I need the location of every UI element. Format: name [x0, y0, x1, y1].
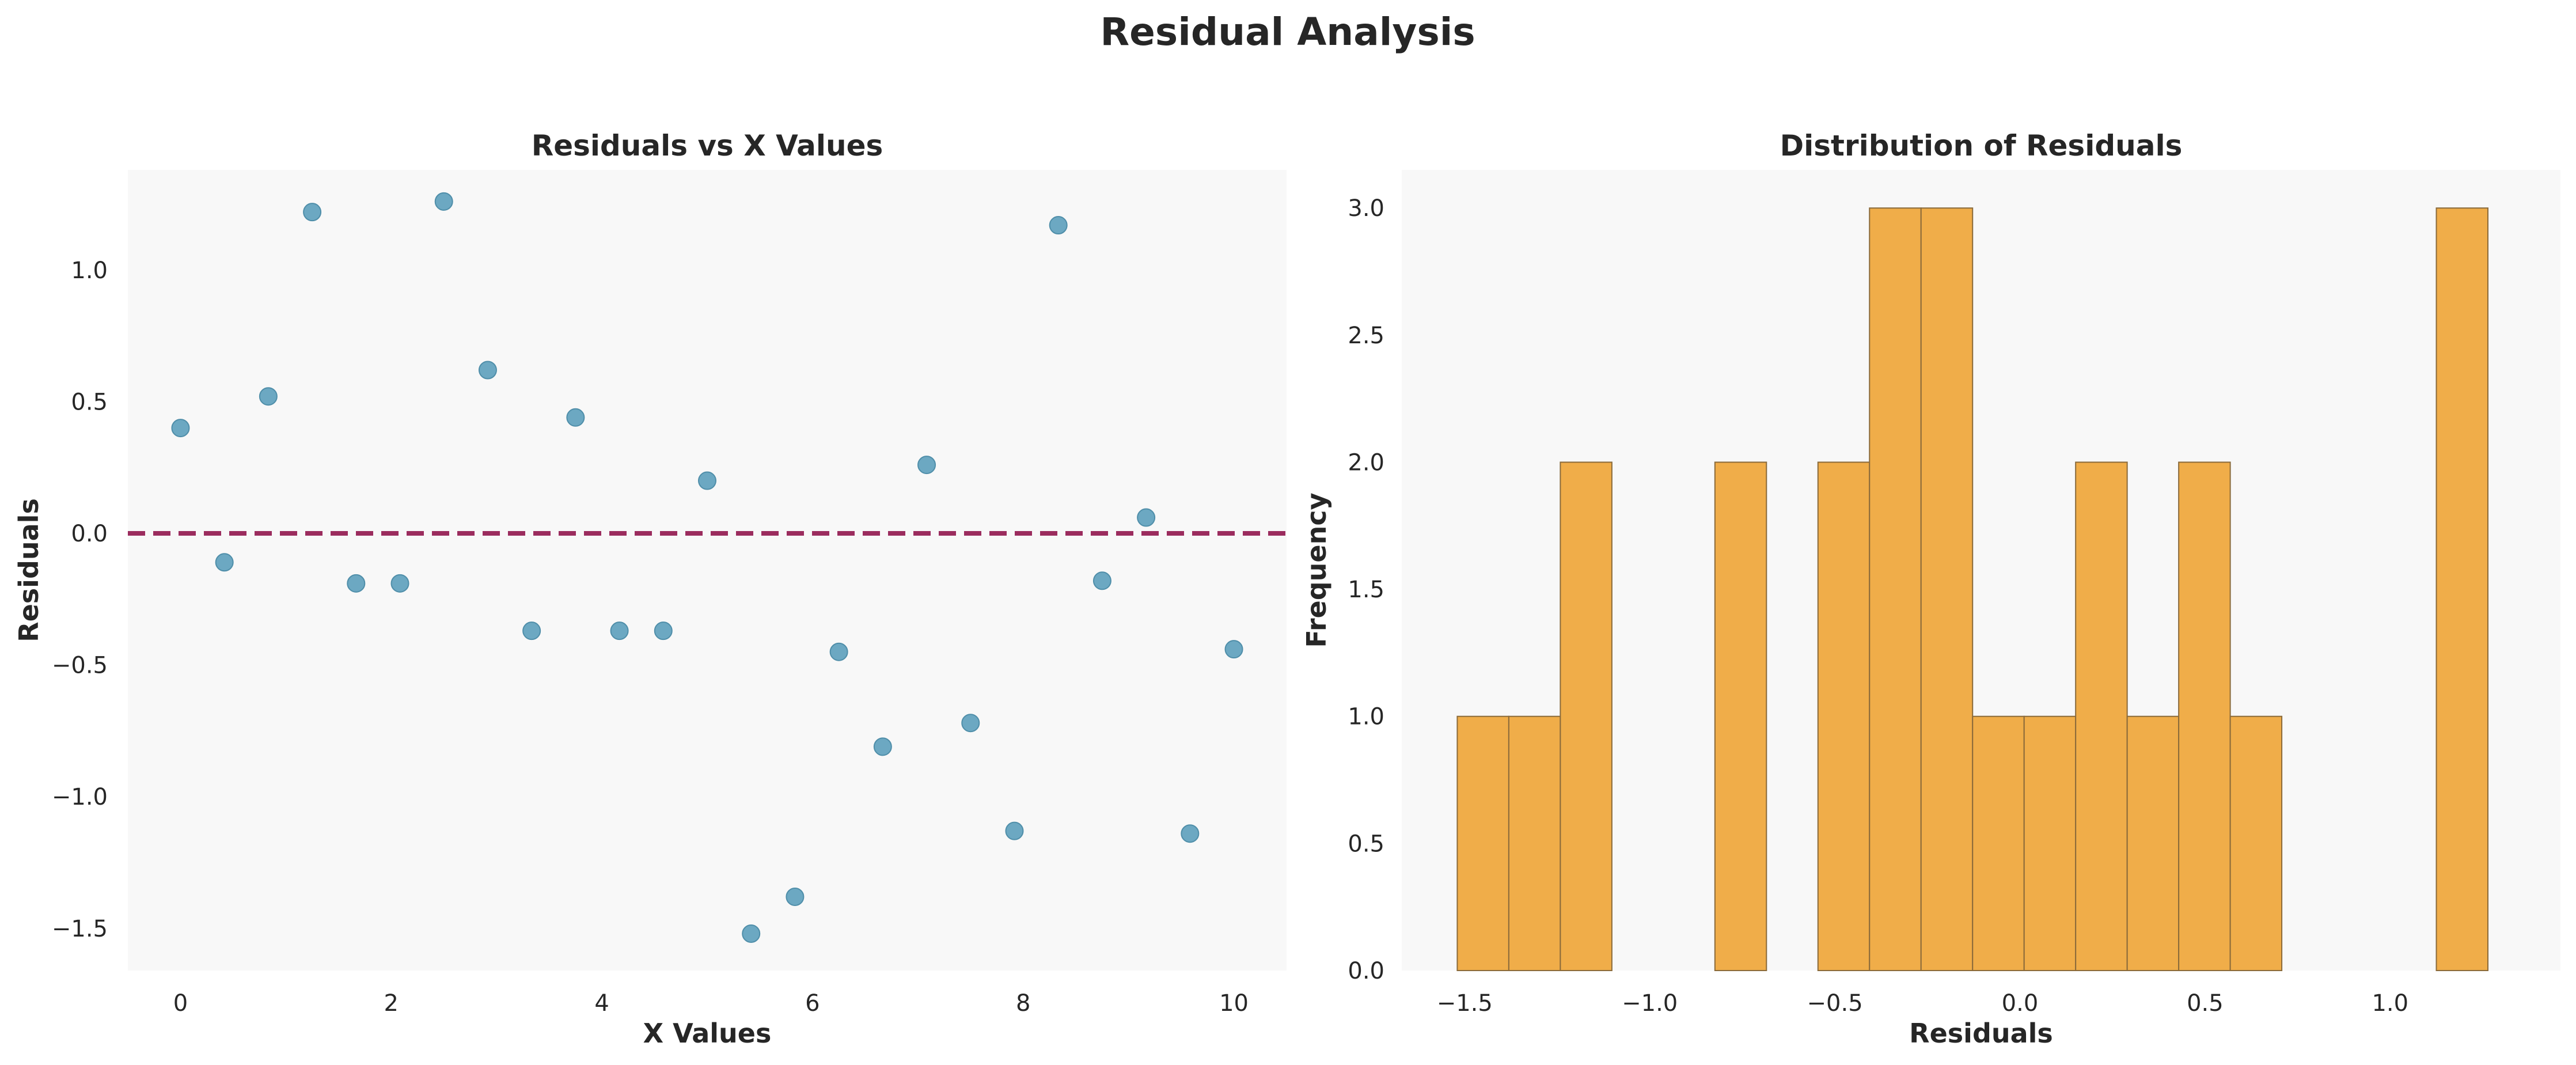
scatter-point — [522, 621, 541, 640]
scatter-point — [390, 574, 409, 593]
histogram-x-ticks: −1.5 −1.0 −0.5 0.0 0.5 1.0 — [1437, 990, 2408, 1017]
scatter-point — [434, 192, 453, 211]
scatter-plot-area — [128, 170, 1287, 971]
scatter-point — [1092, 571, 1111, 590]
histogram-x-axis-label: Residuals — [1909, 1018, 2053, 1049]
histogram-y-tick-label: 0.5 — [1348, 831, 1384, 857]
scatter-x-tick-label: 4 — [594, 990, 609, 1017]
scatter-point — [786, 887, 805, 906]
scatter-point — [566, 408, 585, 427]
residuals-histogram-panel: Distribution of Residuals Residuals Freq… — [1301, 129, 2560, 1049]
scatter-point — [1005, 821, 1024, 840]
histogram-bar — [1456, 715, 1509, 971]
scatter-point — [1224, 640, 1243, 659]
histogram-y-tick-label: 2.0 — [1348, 449, 1384, 476]
scatter-x-tick-label: 8 — [1016, 990, 1030, 1017]
histogram-y-tick-label: 1.0 — [1348, 704, 1384, 730]
scatter-point — [259, 387, 278, 406]
histogram-bar — [2126, 715, 2180, 971]
scatter-point — [1137, 508, 1156, 527]
histogram-bar — [1817, 461, 1871, 971]
histogram-bar — [2178, 461, 2231, 971]
scatter-point — [215, 553, 234, 572]
scatter-point — [478, 361, 497, 380]
scatter-y-tick-label: 0.5 — [71, 389, 108, 415]
histogram-y-tick-label: 1.5 — [1348, 577, 1384, 603]
histogram-bars — [1456, 207, 2489, 972]
histogram-y-tick-label: 2.5 — [1348, 323, 1384, 349]
histogram-x-tick-label: 0.5 — [2187, 990, 2224, 1017]
scatter-point — [961, 714, 980, 733]
scatter-y-tick-label: −0.5 — [52, 653, 108, 679]
scatter-x-ticks: 0 2 4 6 8 10 — [173, 990, 1249, 1017]
scatter-x-tick-label: 10 — [1219, 990, 1249, 1017]
residuals-scatter-panel: Residuals vs X Values X Values Residuals… — [13, 129, 1287, 1049]
scatter-y-tick-label: −1.0 — [52, 784, 108, 810]
histogram-bar — [2435, 207, 2489, 972]
histogram-bar — [1560, 461, 1613, 971]
scatter-point — [171, 419, 190, 438]
scatter-x-tick-label: 2 — [384, 990, 399, 1017]
scatter-point — [873, 737, 892, 756]
scatter-point — [1049, 216, 1068, 235]
histogram-bar — [1508, 715, 1561, 971]
histogram-x-tick-label: 1.0 — [2372, 990, 2408, 1017]
scatter-point — [347, 574, 366, 593]
scatter-point — [654, 621, 673, 640]
scatter-x-axis-label: X Values — [643, 1018, 772, 1049]
histogram-y-ticks: 0.0 0.5 1.0 1.5 2.0 2.5 3.0 — [1348, 195, 1384, 984]
histogram-x-tick-label: −1.5 — [1437, 990, 1493, 1017]
scatter-point — [1181, 824, 1200, 843]
scatter-point — [917, 456, 936, 475]
scatter-y-tick-label: 1.0 — [71, 257, 108, 284]
histogram-bar — [1869, 207, 1922, 972]
histogram-x-tick-label: 0.0 — [2002, 990, 2039, 1017]
histogram-title: Distribution of Residuals — [1780, 129, 2183, 162]
histogram-x-tick-label: −0.5 — [1807, 990, 1863, 1017]
scatter-point — [829, 642, 848, 661]
histogram-y-tick-label: 3.0 — [1348, 195, 1384, 222]
scatter-y-tick-label: 0.0 — [71, 521, 108, 547]
histogram-bar — [2023, 715, 2077, 971]
scatter-y-ticks: −1.5 −1.0 −0.5 0.0 0.5 1.0 — [52, 257, 108, 942]
scatter-point — [303, 203, 322, 222]
scatter-x-tick-label: 6 — [805, 990, 820, 1017]
scatter-point — [742, 924, 761, 943]
scatter-point — [610, 621, 629, 640]
scatter-y-tick-label: −1.5 — [52, 916, 108, 942]
scatter-title: Residuals vs X Values — [532, 129, 883, 162]
histogram-x-tick-label: −1.0 — [1622, 990, 1678, 1017]
histogram-bar — [1972, 715, 2025, 971]
histogram-bar — [2075, 461, 2128, 971]
scatter-x-tick-label: 0 — [173, 990, 188, 1017]
histogram-bar — [2229, 715, 2283, 971]
figure-title: Residual Analysis — [1100, 10, 1475, 54]
histogram-bar — [1920, 207, 1974, 972]
scatter-points — [171, 192, 1243, 943]
scatter-point — [698, 471, 716, 490]
histogram-y-tick-label: 0.0 — [1348, 958, 1384, 984]
histogram-y-axis-label: Frequency — [1301, 492, 1332, 647]
histogram-bar — [1714, 461, 1767, 971]
scatter-y-axis-label: Residuals — [13, 498, 44, 642]
